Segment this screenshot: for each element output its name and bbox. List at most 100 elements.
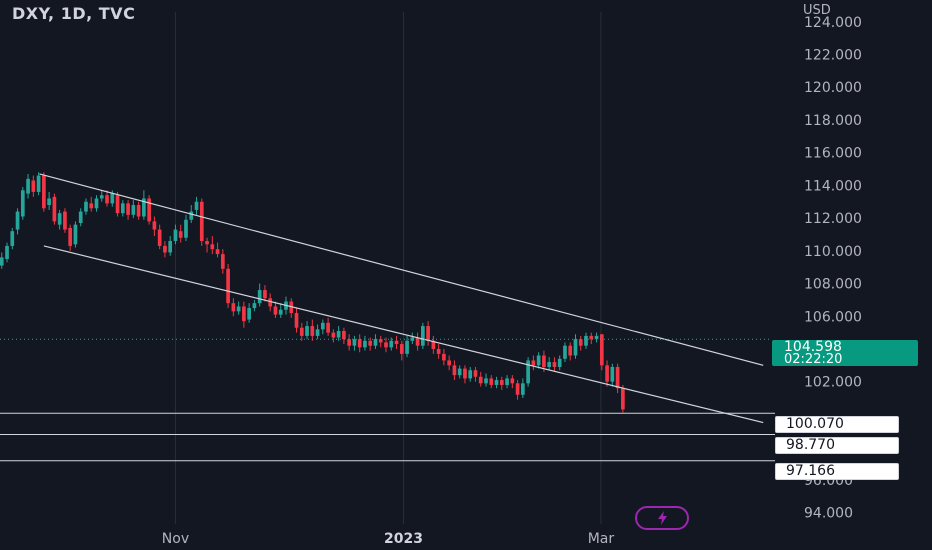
candle-body (189, 212, 193, 220)
candle-7 (37, 172, 41, 195)
candle-60 (316, 324, 320, 339)
candle-69 (363, 336, 367, 351)
symbol-title[interactable]: DXY, 1D, TVC (12, 4, 135, 23)
candle-32 (168, 236, 172, 256)
candle-body (226, 269, 230, 303)
candle-body (105, 195, 109, 203)
candle-6 (31, 176, 35, 197)
candle-13 (68, 225, 72, 251)
candle-107 (563, 342, 567, 362)
candle-body (537, 356, 541, 366)
candle-40 (210, 236, 214, 254)
candle-body (263, 290, 267, 298)
candle-39 (205, 238, 209, 253)
candle-body (479, 377, 483, 384)
last-price-badge: 104.598 02:22:20 (772, 340, 918, 366)
candle-body (116, 195, 120, 213)
candle-body (16, 212, 20, 230)
candle-12 (63, 208, 67, 233)
candle-26 (137, 202, 141, 220)
candle-98 (516, 380, 520, 400)
candle-body (158, 230, 162, 246)
candle-31 (163, 241, 167, 257)
candle-94 (495, 377, 499, 388)
y-tick-label-13: 94.000 (804, 506, 853, 522)
candle-body (516, 383, 520, 394)
candle-body (42, 176, 46, 209)
candle-body (321, 323, 325, 330)
y-tick-label-5: 114.000 (804, 178, 862, 194)
candle-body (216, 249, 220, 254)
candle-95 (500, 377, 504, 390)
candle-55 (289, 298, 293, 318)
candle-body (468, 370, 472, 378)
candle-72 (379, 336, 383, 347)
candle-body (232, 303, 236, 311)
candle-body (184, 220, 188, 238)
candle-87 (458, 365, 462, 378)
candle-body (247, 308, 251, 319)
candle-45 (237, 302, 241, 315)
candle-body (458, 369, 462, 376)
candle-body (532, 360, 536, 365)
candle-body (68, 228, 72, 246)
candle-body (584, 336, 588, 346)
level-badge-98770: 98.770 (775, 437, 899, 454)
chart-grid (175, 12, 600, 524)
candle-35 (184, 215, 188, 241)
candle-58 (305, 321, 309, 339)
candle-106 (558, 356, 562, 371)
candle-body (616, 367, 620, 388)
candle-84 (442, 349, 446, 365)
candle-105 (553, 357, 557, 372)
candle-65 (342, 328, 346, 344)
channel-upper-line (39, 174, 763, 365)
candle-85 (447, 356, 451, 371)
candle-body (574, 339, 578, 355)
candle-11 (58, 210, 62, 230)
candles (0, 172, 625, 412)
candle-body (26, 179, 30, 194)
candle-body (347, 339, 351, 346)
flash-event-button[interactable] (635, 506, 689, 530)
candle-body (563, 346, 567, 359)
candle-68 (358, 334, 362, 352)
x-tick-label-1: 2023 (384, 531, 423, 547)
y-tick-label-4: 116.000 (804, 146, 862, 162)
y-tick-label-7: 110.000 (804, 244, 862, 260)
candle-body (553, 362, 557, 367)
candle-body (179, 231, 183, 238)
candle-67 (353, 336, 357, 351)
candle-body (89, 203, 93, 208)
candle-19 (100, 190, 104, 201)
candle-37 (195, 197, 199, 215)
candle-body (58, 213, 62, 224)
level-badge-100070: 100.070 (775, 416, 899, 433)
candle-body (205, 241, 209, 244)
candle-body (63, 212, 67, 230)
candle-52 (274, 302, 278, 318)
candle-body (374, 339, 378, 346)
candle-9 (47, 192, 51, 210)
candle-body (237, 306, 241, 311)
candle-101 (532, 356, 536, 371)
candle-body (300, 328, 304, 336)
candle-body (126, 203, 130, 214)
y-tick-label-6: 112.000 (804, 211, 862, 227)
candle-body (332, 333, 336, 338)
candle-3 (16, 208, 20, 234)
candle-38 (200, 198, 204, 245)
candle-109 (574, 334, 578, 359)
candle-116 (610, 364, 614, 387)
candle-30 (158, 225, 162, 250)
currency-label: USD (803, 3, 831, 18)
candle-body (121, 203, 125, 213)
candle-body (463, 369, 467, 379)
candle-73 (384, 338, 388, 353)
candle-97 (510, 375, 514, 388)
candle-63 (332, 329, 336, 342)
candle-4 (21, 187, 25, 220)
candle-body (437, 349, 441, 354)
candle-108 (568, 342, 572, 360)
